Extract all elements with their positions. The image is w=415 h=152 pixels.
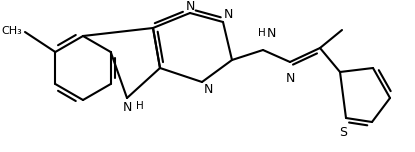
- Text: H: H: [258, 28, 266, 38]
- Text: N: N: [267, 27, 276, 40]
- Text: H: H: [136, 101, 144, 111]
- Text: N: N: [122, 101, 132, 114]
- Text: CH₃: CH₃: [1, 26, 22, 36]
- Text: N: N: [224, 8, 233, 21]
- Text: N: N: [204, 83, 213, 96]
- Text: N: N: [186, 0, 195, 13]
- Text: S: S: [339, 126, 347, 139]
- Text: N: N: [286, 72, 295, 85]
